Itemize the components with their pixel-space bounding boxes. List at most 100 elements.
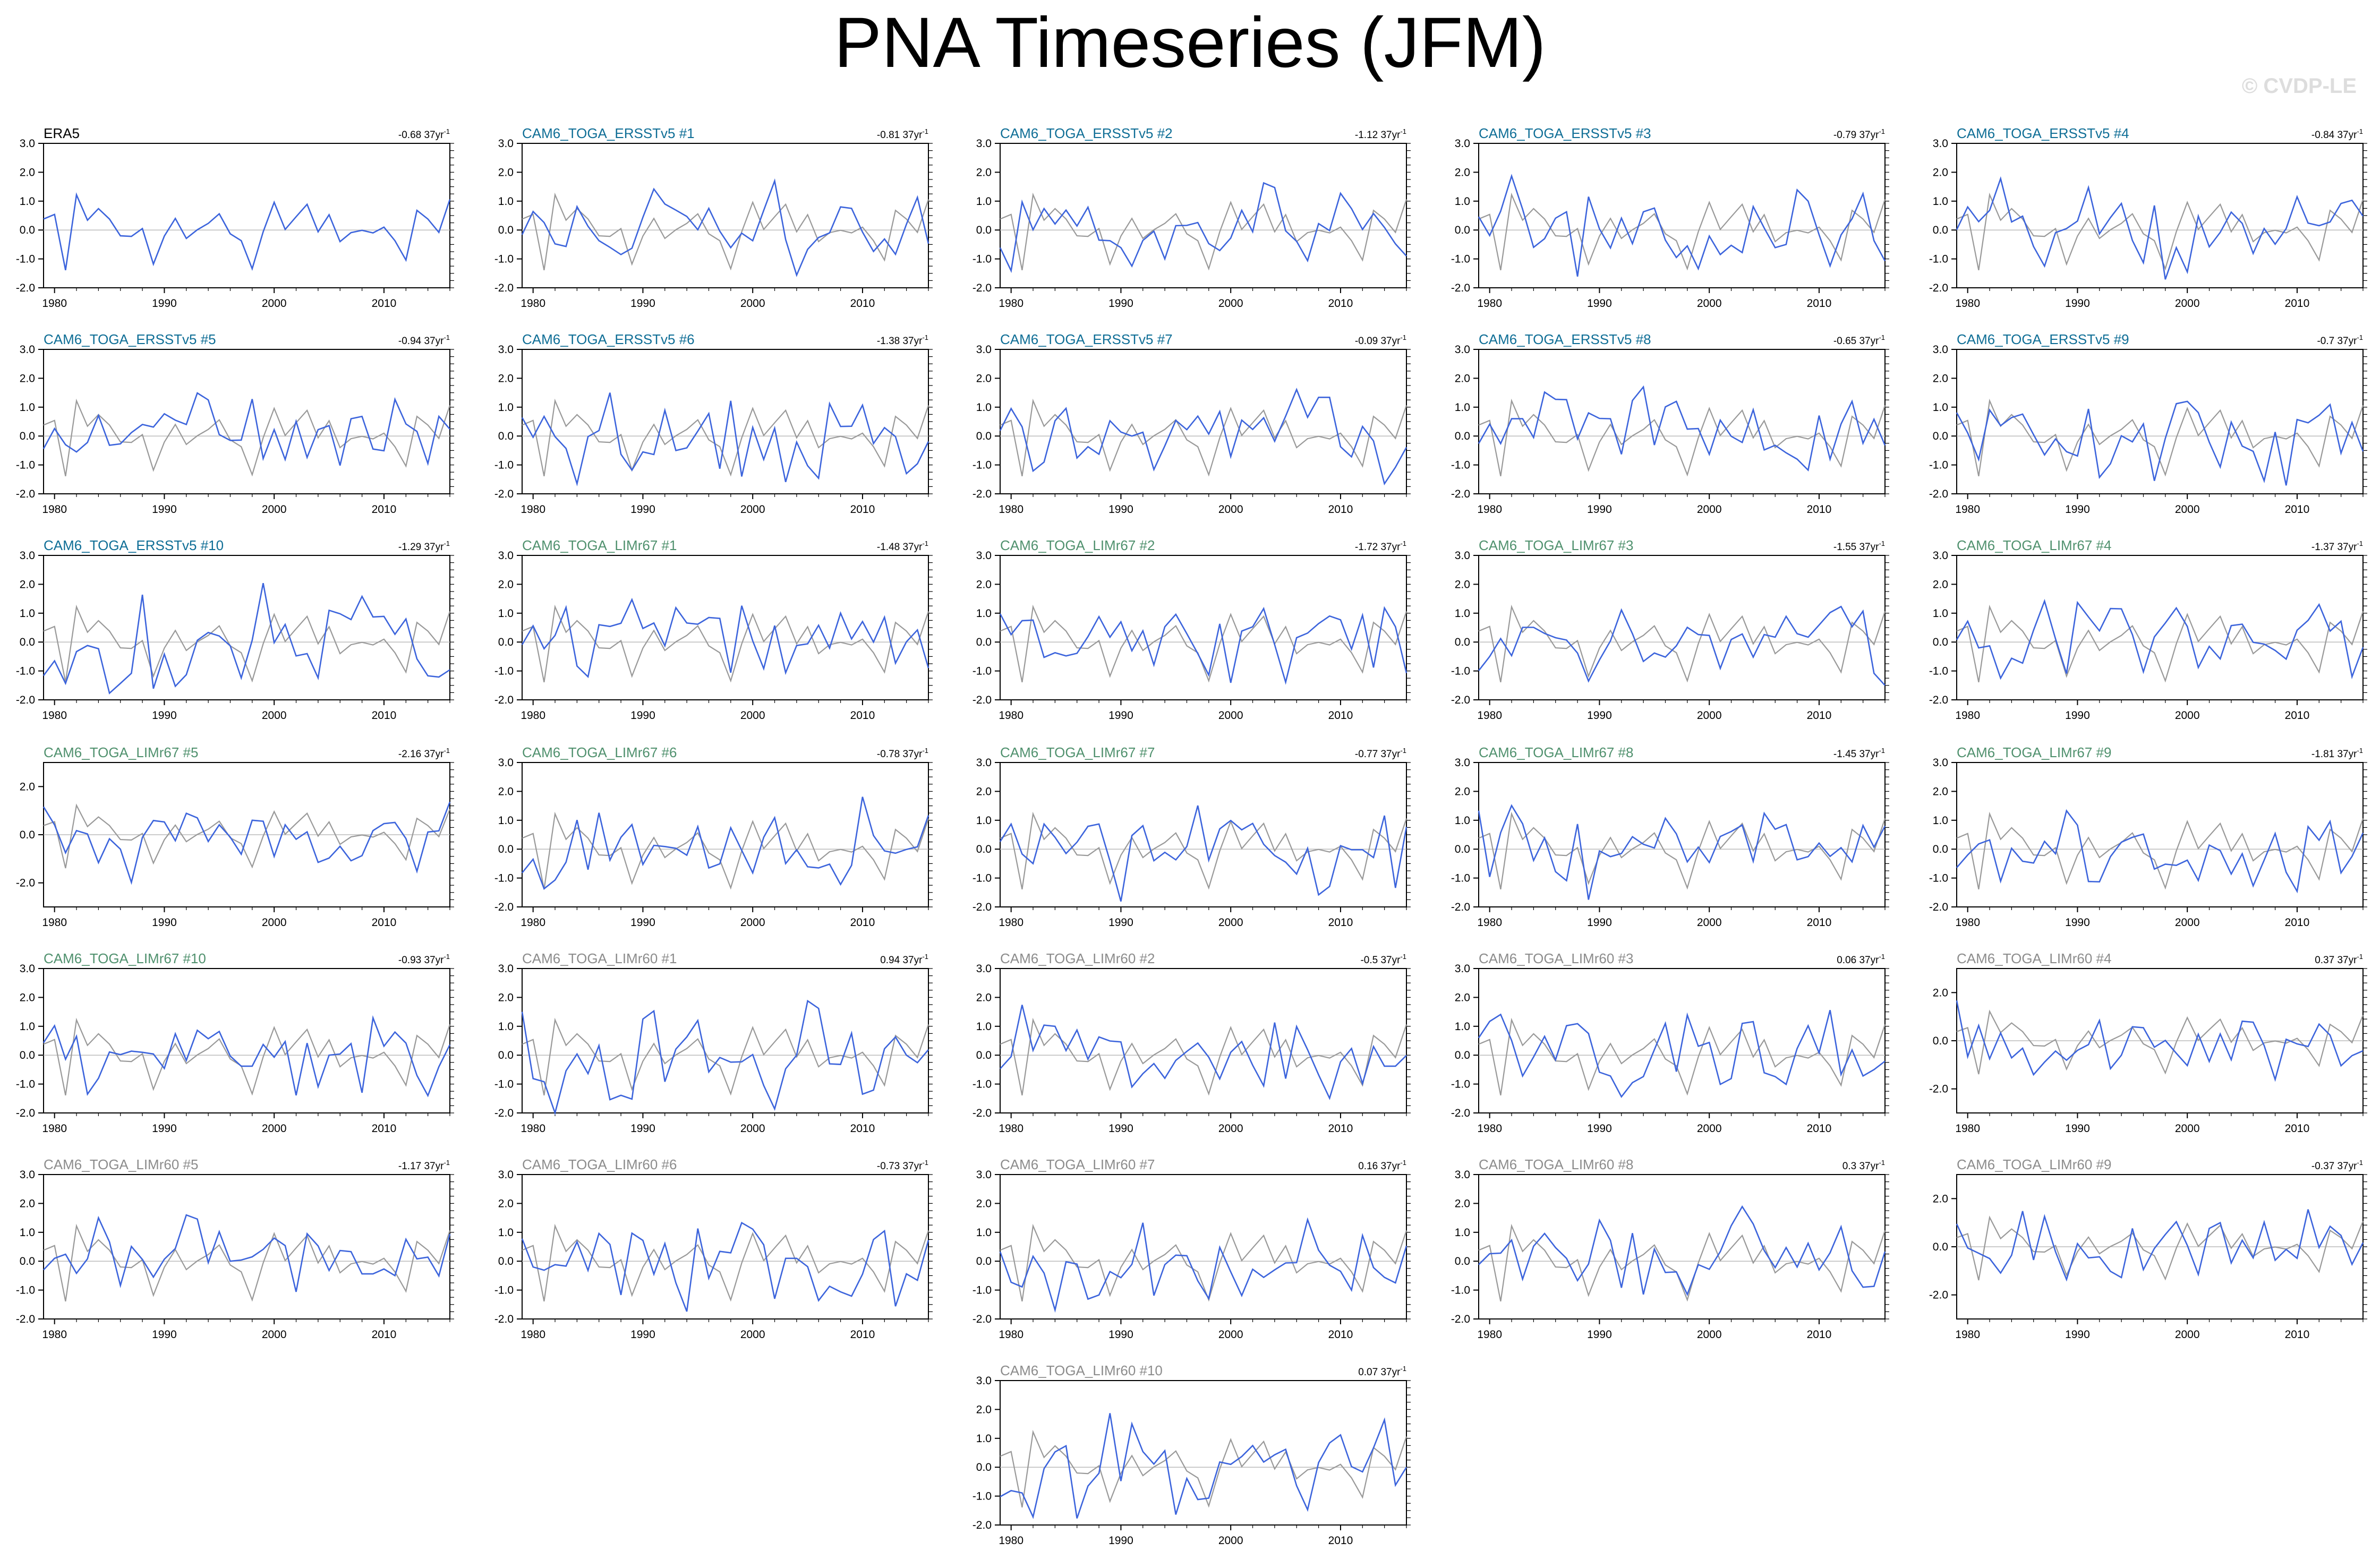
watermark: © CVDP-LE xyxy=(2241,74,2357,98)
trend-label: -1.45 37yr-1 xyxy=(1833,747,1885,760)
x-tick-label: 1980 xyxy=(42,503,67,516)
observed-series-line xyxy=(1956,811,2364,890)
y-tick-label: -2.0 xyxy=(1929,694,1948,706)
y-tick-label: -1.0 xyxy=(16,459,35,472)
x-tick-label: 1980 xyxy=(521,1123,545,1135)
y-tick-label: -2.0 xyxy=(1451,1313,1470,1325)
x-tick-label: 2010 xyxy=(372,503,397,516)
y-tick-label: -1.0 xyxy=(1929,253,1948,265)
x-tick-label: 2010 xyxy=(2285,503,2310,516)
x-tick-label: 1990 xyxy=(1108,709,1133,722)
x-tick-label: 1980 xyxy=(42,297,67,310)
observed-series-line xyxy=(43,803,451,869)
x-tick-label: 2000 xyxy=(262,1123,287,1135)
x-tick-label: 1980 xyxy=(999,1329,1023,1341)
model-series-line xyxy=(43,192,451,271)
x-tick-label: 2010 xyxy=(1328,916,1353,929)
observed-series-line xyxy=(1956,192,2364,271)
x-tick-label: 1990 xyxy=(1587,1123,1612,1135)
model-series-line xyxy=(1956,809,2364,894)
panel-3: CAM6_TOGA_ERSSTv5 #2 -1.12 37yr-1 3.0 2.0 1.… xyxy=(973,125,1411,310)
x-tick-label: 1990 xyxy=(2065,916,2090,929)
x-tick-label: 2010 xyxy=(1328,1123,1353,1135)
figure-title: PNA Timeseries (JFM) xyxy=(834,3,1546,82)
y-tick-label: -2.0 xyxy=(494,694,514,706)
y-tick-label: 1.0 xyxy=(20,401,35,414)
x-tick-label: 2010 xyxy=(1807,1123,1832,1135)
model-series-line xyxy=(521,597,929,679)
x-tick-label: 2000 xyxy=(1697,916,1722,929)
y-tick-label: 2.0 xyxy=(498,1197,514,1210)
y-tick-label: 2.0 xyxy=(20,578,35,590)
x-tick-label: 1980 xyxy=(42,1123,67,1135)
x-tick-label: 2010 xyxy=(372,916,397,929)
plot-frame xyxy=(1000,555,1407,700)
model-series-line xyxy=(1956,1209,2364,1282)
y-tick-label: 2.0 xyxy=(976,372,992,384)
x-tick-label: 1990 xyxy=(1108,916,1133,929)
x-tick-label: 2000 xyxy=(1218,916,1243,929)
plot-frame xyxy=(1956,555,2364,700)
y-tick-label: 2.0 xyxy=(976,166,992,178)
x-tick-label: 2000 xyxy=(1697,1329,1722,1341)
y-tick-label: 1.0 xyxy=(498,401,514,414)
x-tick-label: 1990 xyxy=(1108,1123,1133,1135)
y-tick-label: 0.0 xyxy=(1455,224,1470,236)
y-tick-label: -2.0 xyxy=(973,282,992,294)
y-tick-label: 0.0 xyxy=(498,224,514,236)
trend-label: -1.72 37yr-1 xyxy=(1355,539,1406,553)
model-series-line xyxy=(999,606,1407,685)
y-tick-label: -2.0 xyxy=(973,488,992,500)
y-tick-label: 0.0 xyxy=(1455,430,1470,442)
trend-label: -0.37 37yr-1 xyxy=(2311,1159,2363,1172)
y-tick-label: -1.0 xyxy=(1929,665,1948,678)
x-tick-label: 1990 xyxy=(2065,1123,2090,1135)
x-tick-label: 1980 xyxy=(521,297,545,310)
y-tick-label: 2.0 xyxy=(498,991,514,1004)
panel-9: CAM6_TOGA_ERSSTv5 #8 -0.65 37yr-1 3.0 2.0 1.… xyxy=(1451,331,1889,516)
y-tick-label: 3.0 xyxy=(1455,1169,1470,1181)
y-tick-label: -2.0 xyxy=(1929,901,1948,913)
x-tick-label: 2010 xyxy=(850,297,875,310)
observed-series-line xyxy=(522,811,929,890)
y-tick-label: 1.0 xyxy=(20,607,35,620)
x-tick-label: 1980 xyxy=(1955,297,1980,310)
y-tick-label: -1.0 xyxy=(1929,872,1948,885)
y-tick-label: -2.0 xyxy=(1451,282,1470,294)
panel-10: CAM6_TOGA_ERSSTv5 #9 -0.7 37yr-1 3.0 2.0 1.0… xyxy=(1929,331,2367,516)
observed-series-line xyxy=(43,1223,451,1302)
plot-frame xyxy=(522,968,929,1113)
trend-label: 0.06 37yr-1 xyxy=(1837,953,1885,966)
model-series-line xyxy=(1478,1009,1886,1098)
y-tick-label: 3.0 xyxy=(498,963,514,975)
y-tick-label: 3.0 xyxy=(1933,344,1948,356)
panel-31: CAM6_TOGA_LIMr60 #10 0.07 37yr-1 3.0 2.0 1.0… xyxy=(973,1363,1411,1547)
model-series-line xyxy=(1478,605,1886,686)
panel-title: CAM6_TOGA_ERSSTv5 #3 xyxy=(1479,125,1651,141)
y-tick-label: 1.0 xyxy=(498,1227,514,1239)
observed-series-line xyxy=(1478,192,1886,271)
y-tick-label: 2.0 xyxy=(20,1197,35,1210)
model-series-line xyxy=(1478,1205,1886,1297)
y-tick-label: 0.0 xyxy=(976,430,992,442)
panel-title: CAM6_TOGA_ERSSTv5 #7 xyxy=(1000,331,1173,347)
y-tick-label: 1.0 xyxy=(1455,607,1470,620)
trend-label: 0.16 37yr-1 xyxy=(1358,1159,1406,1172)
panel-title: CAM6_TOGA_ERSSTv5 #9 xyxy=(1957,331,2129,347)
y-tick-label: -1.0 xyxy=(494,872,514,885)
panel-title: CAM6_TOGA_LIMr60 #1 xyxy=(522,950,677,966)
y-tick-label: -2.0 xyxy=(1451,488,1470,500)
panel-title: CAM6_TOGA_LIMr67 #2 xyxy=(1000,537,1155,553)
x-tick-label: 2000 xyxy=(1697,1123,1722,1135)
x-tick-label: 2000 xyxy=(1697,297,1722,310)
y-tick-label: 1.0 xyxy=(498,1021,514,1033)
y-tick-label: 1.0 xyxy=(498,815,514,827)
y-tick-label: 3.0 xyxy=(498,757,514,769)
x-tick-label: 1990 xyxy=(2065,1329,2090,1341)
trend-label: -0.79 37yr-1 xyxy=(1833,127,1885,141)
panel-title: CAM6_TOGA_LIMr67 #6 xyxy=(522,744,677,760)
y-tick-label: 2.0 xyxy=(1933,987,1948,999)
model-series-line xyxy=(999,1217,1407,1313)
y-tick-label: -2.0 xyxy=(494,282,514,294)
trend-label: -1.38 37yr-1 xyxy=(877,333,928,347)
